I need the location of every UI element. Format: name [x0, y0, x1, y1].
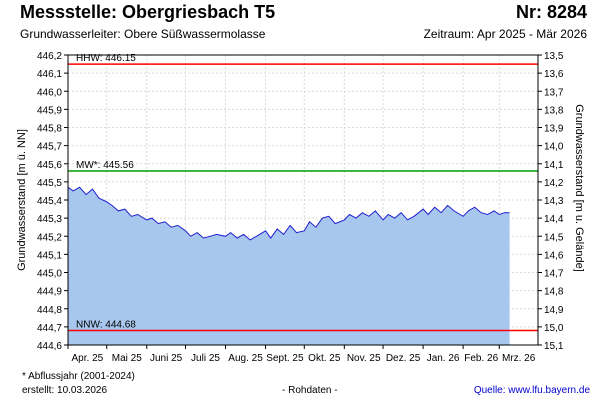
y2-tick-label: 13,8	[544, 105, 564, 116]
y-tick-label: 445,3	[37, 214, 62, 225]
created-date: erstellt: 10.03.2026	[22, 385, 108, 396]
y-axis-label: Grundwasserstand [m ü. NN]	[16, 129, 28, 271]
y-tick-label: 444,9	[37, 287, 62, 298]
x-axis: Apr. 25 Mai 25 Juni 25 Juli 25 Aug. 25 Sept. …	[67, 345, 536, 364]
source-link[interactable]: Quelle: www.lfu.bayern.de	[473, 385, 590, 396]
x-tick-label: Dez. 25	[386, 353, 421, 364]
aquifer-label: Grundwasserleiter: Obere Süßwassermolass…	[20, 27, 266, 41]
y2-axis-label: Grundwasserstand [m u. Gelände]	[573, 104, 585, 272]
y-tick-label: 445,7	[37, 142, 62, 153]
footnote: * Abflussjahr (2001-2024)	[22, 371, 135, 382]
x-tick-label: Juli 25	[191, 353, 220, 364]
x-tick-label: Feb. 26	[464, 353, 498, 364]
y2-tick-label: 14,2	[544, 178, 564, 189]
period-label: Zeitraum: Apr 2025 - Mär 2026	[423, 27, 587, 41]
y-tick-label: 445,2	[37, 232, 62, 243]
y2-tick-label: 13,6	[544, 69, 564, 80]
water-level-line	[67, 186, 510, 241]
y2-tick-label: 13,5	[544, 51, 564, 62]
y-tick-label: 444,8	[37, 305, 62, 316]
y2-tick-label: 14,6	[544, 250, 564, 261]
x-tick-label: Aug. 25	[228, 353, 263, 364]
x-tick-label: Okt. 25	[308, 353, 341, 364]
y-tick-label: 446,0	[37, 87, 62, 98]
y2-tick-label: 14,1	[544, 160, 564, 171]
y-tick-label: 445,1	[37, 250, 62, 261]
y2-tick-label: 13,9	[544, 124, 564, 135]
y2-tick-label: 14,0	[544, 142, 564, 153]
x-tick-label: Sept. 25	[266, 353, 304, 364]
y2-tick-label: 14,9	[544, 305, 564, 316]
y2-tick-label: 14,4	[544, 214, 564, 225]
y-tick-label: 445,6	[37, 160, 62, 171]
x-tick-label: Juni 25	[150, 353, 183, 364]
y-tick-label: 445,4	[37, 196, 62, 207]
y2-tick-label: 13,7	[544, 87, 564, 98]
mw-label: MW*: 445.56	[76, 160, 134, 171]
y2-tick-label: 14,7	[544, 269, 564, 280]
y2-tick-label: 14,3	[544, 196, 564, 207]
y-tick-label: 446,1	[37, 69, 62, 80]
hhw-label: HHW: 446.15	[76, 53, 136, 64]
raw-data-note: - Rohdaten -	[282, 385, 338, 396]
y-axis-right: 13,5 13,6 13,7 13,8 13,9 14,0 14,1 14,2 14,3 14,4…	[538, 51, 564, 352]
y-tick-label: 445,0	[37, 269, 62, 280]
x-tick-label: Mai 25	[112, 353, 142, 364]
water-level-area	[68, 187, 510, 345]
y2-tick-label: 15,1	[544, 341, 564, 352]
station-number: Nr: 8284	[515, 2, 587, 22]
y-tick-label: 445,9	[37, 105, 62, 116]
x-tick-label: Nov. 25	[347, 353, 381, 364]
y-tick-label: 444,6	[37, 341, 62, 352]
y-tick-label: 445,8	[37, 124, 62, 135]
y-axis-left: 446,2 446,1 446,0 445,9 445,8 445,7 445,6 445,5…	[37, 51, 68, 352]
y-tick-label: 445,5	[37, 178, 62, 189]
reference-lines: HHW: 446.15 MW*: 445.56 NNW: 444.68	[68, 53, 538, 332]
page-title: Messstelle: Obergriesbach T5	[20, 2, 276, 22]
x-tick-label: Jan. 26	[427, 353, 460, 364]
x-tick-label: Mrz. 26	[502, 353, 536, 364]
nnw-label: NNW: 444.68	[76, 320, 136, 331]
y-tick-label: 446,2	[37, 51, 62, 62]
y-tick-label: 444,7	[37, 323, 62, 334]
y2-tick-label: 14,5	[544, 232, 564, 243]
y2-tick-label: 15,0	[544, 323, 564, 334]
y2-tick-label: 14,8	[544, 287, 564, 298]
x-tick-label: Apr. 25	[72, 353, 104, 364]
